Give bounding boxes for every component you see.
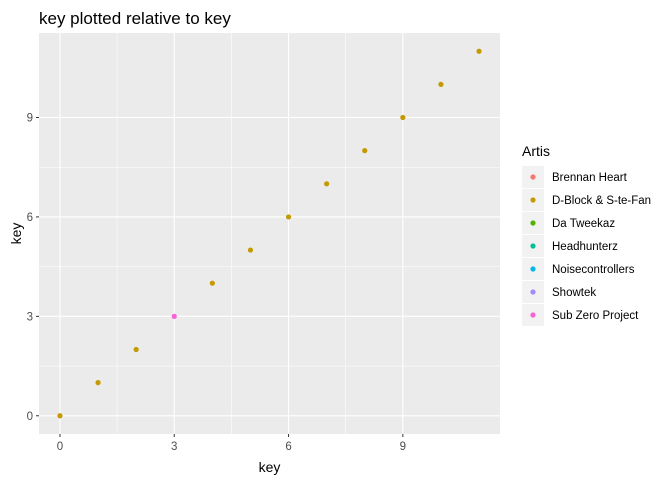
legend-label: D-Block & S-te-Fan — [552, 195, 651, 207]
data-point — [476, 48, 482, 54]
data-point — [400, 114, 406, 121]
legend-label: Showtek — [552, 287, 596, 299]
y-tick-label: 0 — [27, 411, 33, 423]
data-point — [171, 313, 177, 319]
x-axis: 0 3 6 9 — [57, 434, 406, 453]
x-tick-label: 9 — [400, 441, 406, 453]
legend-marker — [530, 312, 536, 318]
legend-marker — [530, 289, 536, 295]
x-tick-label: 6 — [285, 441, 291, 453]
data-point — [438, 81, 444, 87]
legend-label: Headhunterz — [552, 241, 618, 253]
data-points — [57, 48, 482, 419]
x-tick-label: 3 — [171, 441, 177, 453]
data-point — [57, 413, 63, 419]
major-gridlines — [39, 33, 500, 434]
legend-title: Artis — [522, 143, 550, 159]
y-tick-label: 6 — [27, 212, 33, 224]
data-point — [324, 181, 330, 187]
legend-marker — [530, 266, 536, 272]
x-tick-label: 0 — [57, 441, 63, 453]
y-tick-label: 3 — [27, 311, 33, 323]
data-point — [247, 247, 254, 253]
legend-marker — [530, 174, 536, 180]
data-point — [362, 148, 368, 154]
y-axis: 0 3 6 9 — [27, 113, 39, 423]
x-axis-title: key — [259, 459, 281, 475]
legend-items: Brennan Heart D-Block & S-te-Fan Da Tweeka… — [522, 166, 651, 326]
legend-label: Sub Zero Project — [552, 310, 639, 322]
data-point — [95, 380, 101, 386]
legend-marker — [530, 197, 536, 203]
data-point — [209, 280, 215, 286]
legend-label: Noisecontrollers — [552, 264, 635, 276]
data-point — [133, 346, 139, 353]
y-tick-label: 9 — [27, 113, 33, 125]
data-point — [285, 214, 292, 220]
y-axis-title: key — [8, 223, 24, 245]
legend: Artis Brennan Heart D-Block & S-te-Fan Da … — [522, 143, 651, 326]
legend-marker — [530, 220, 536, 226]
chart-title: key plotted relative to key — [39, 9, 231, 28]
legend-marker — [530, 243, 536, 249]
plot-panel — [39, 33, 500, 434]
minor-gridlines — [39, 33, 500, 434]
legend-label: Brennan Heart — [552, 172, 628, 184]
legend-label: Da Tweekaz — [552, 218, 615, 230]
